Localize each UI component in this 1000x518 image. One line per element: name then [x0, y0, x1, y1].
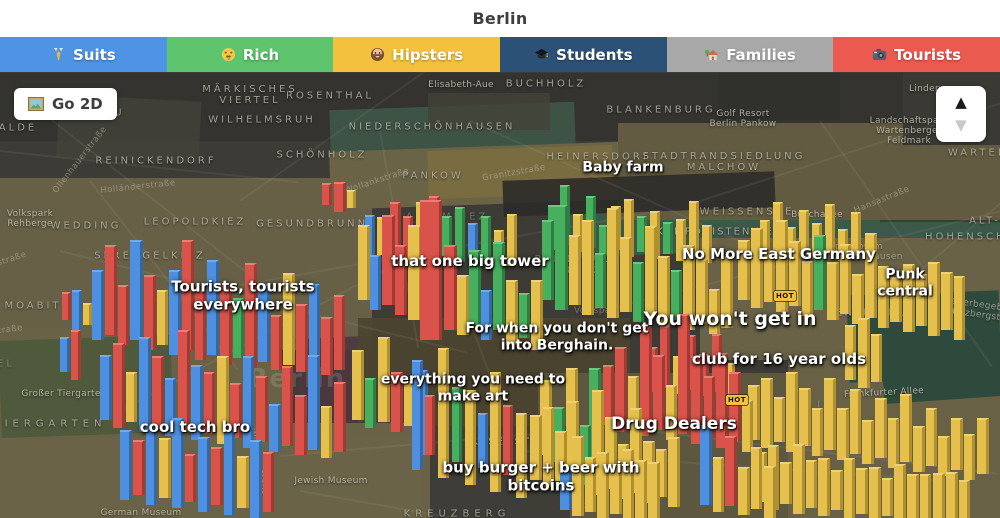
tab-rich[interactable]: Rich: [166, 37, 334, 72]
tab-hipsters[interactable]: Hipsters: [333, 37, 501, 72]
tab-suits[interactable]: Suits: [0, 37, 167, 72]
tilt-down-button[interactable]: ▼: [955, 116, 967, 134]
tab-students[interactable]: Students: [500, 37, 667, 72]
app-header: Berlin: [0, 0, 1000, 37]
tab-label: Tourists: [894, 45, 962, 64]
tab-label: Rich: [242, 45, 280, 64]
tab-label: Suits: [72, 45, 116, 64]
tab-label: Students: [556, 45, 633, 64]
money-face-icon: [221, 47, 235, 62]
map-canvas[interactable]: [0, 72, 1000, 518]
tab-label: Hipsters: [392, 45, 464, 64]
tilt-up-button[interactable]: ▲: [955, 93, 967, 111]
tab-families[interactable]: Families: [666, 37, 834, 72]
picture-frame-icon: [28, 97, 44, 111]
tilt-zoom-control: ▲ ▼: [936, 86, 986, 142]
tab-bar: Suits Rich Hipsters: [0, 37, 1000, 72]
tab-label: Families: [726, 45, 796, 64]
camera-icon: [873, 48, 887, 61]
hipster-beard-icon: [371, 47, 385, 62]
go-2d-label: Go 2D: [52, 95, 103, 113]
tab-tourists[interactable]: Tourists: [833, 37, 1000, 72]
necktie-icon: [53, 47, 64, 61]
page-title: Berlin: [472, 9, 528, 28]
graduation-cap-icon: [535, 48, 549, 59]
family-house-icon: [705, 49, 719, 61]
go-2d-button[interactable]: Go 2D: [14, 88, 117, 120]
